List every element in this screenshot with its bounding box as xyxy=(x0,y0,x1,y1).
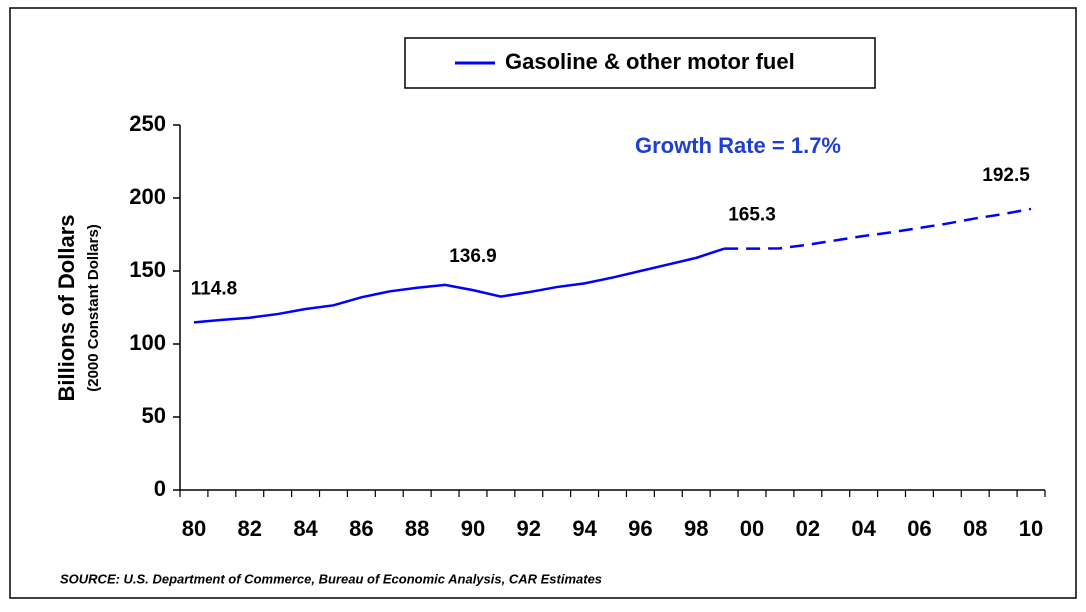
x-tick-label: 84 xyxy=(293,516,318,541)
x-tick-label: 04 xyxy=(851,516,876,541)
line-actual xyxy=(193,247,725,324)
x-tick-label: 02 xyxy=(796,516,820,541)
y-tick-label: 250 xyxy=(129,111,166,136)
x-tick-label: 82 xyxy=(238,516,262,541)
x-tick-label: 06 xyxy=(907,516,931,541)
y-tick-label: 50 xyxy=(142,403,166,428)
y-axis-label: Billions of Dollars xyxy=(54,214,79,401)
x-tick-label: 10 xyxy=(1019,516,1043,541)
data-label: 136.9 xyxy=(449,246,497,267)
y-tick-label: 0 xyxy=(154,476,166,501)
data-label: 192.5 xyxy=(982,165,1030,186)
line-estimate xyxy=(724,207,1032,250)
legend-label: Gasoline & other motor fuel xyxy=(505,49,795,74)
x-tick-label: 92 xyxy=(517,516,541,541)
x-tick-label: 90 xyxy=(461,516,485,541)
x-tick-label: 00 xyxy=(740,516,764,541)
x-tick-label: 88 xyxy=(405,516,429,541)
x-tick-label: 98 xyxy=(684,516,708,541)
y-axis-sublabel: (2000 Constant Dollars) xyxy=(85,224,102,392)
x-tick-label: 08 xyxy=(963,516,987,541)
annotation: Growth Rate = 1.7% xyxy=(635,133,841,158)
data-label: 114.8 xyxy=(191,278,238,299)
y-tick-label: 200 xyxy=(129,184,166,209)
x-tick-label: 96 xyxy=(628,516,652,541)
source: SOURCE: U.S. Department of Commerce, Bur… xyxy=(60,571,602,586)
x-tick-label: 86 xyxy=(349,516,373,541)
y-tick-label: 150 xyxy=(129,257,166,282)
y-tick-label: 100 xyxy=(129,330,166,355)
frame xyxy=(9,7,1077,599)
data-label: 165.3 xyxy=(728,205,776,226)
x-tick-label: 94 xyxy=(572,516,597,541)
x-tick-label: 80 xyxy=(182,516,206,541)
